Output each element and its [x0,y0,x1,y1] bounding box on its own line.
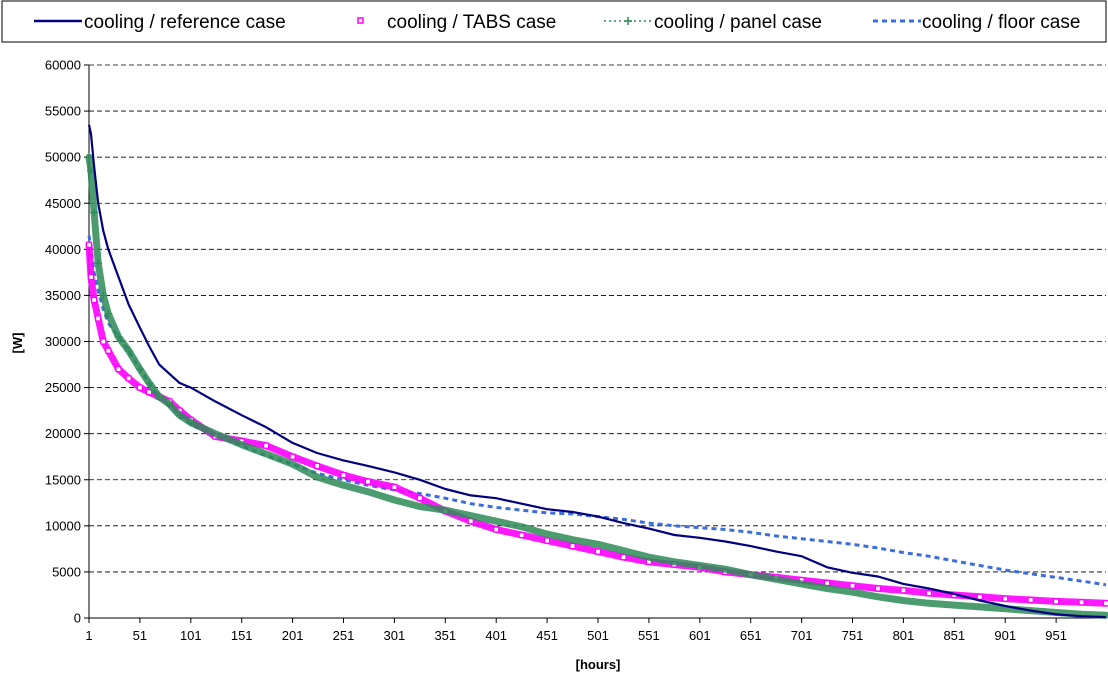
x-tick-label-4: 201 [282,628,304,643]
tabs-marker-17 [289,453,296,460]
panel-marker-4 [99,291,108,300]
x-tick-label-14: 701 [791,628,813,643]
x-tick-label-17: 851 [943,628,965,643]
tabs-marker-4 [100,338,107,345]
x-tick-label-15: 751 [842,628,864,643]
x-tick-label-3: 151 [231,628,253,643]
y-tick-label-5: 25000 [45,380,81,395]
tabs-marker-19 [340,472,347,479]
tabs-marker-48 [1078,599,1085,606]
legend-swatch-panel-marker [624,17,632,25]
tabs-marker-45 [1002,595,1009,602]
y-tick-label-3: 15000 [45,472,81,487]
tabs-marker-29 [594,548,602,555]
series-line-panel [85,153,1108,619]
tabs-marker-18 [313,462,321,470]
tabs-marker-3 [95,315,102,322]
tabs-marker-42 [925,590,932,597]
tabs-marker-5 [105,347,112,354]
tabs-marker-28 [569,543,576,550]
x-tick-label-6: 301 [384,628,406,643]
y-tick-label-4: 20000 [45,426,81,441]
legend: cooling / reference case cooling / TABS … [1,0,1107,43]
tabs-marker-47 [1053,598,1060,605]
panel-marker-2 [90,208,99,217]
y-tick-label-6: 30000 [45,334,81,349]
tabs-marker-49 [1102,600,1108,607]
tabs-marker-7 [125,375,132,382]
x-tick-label-11: 551 [638,628,660,643]
panel-marker-3 [94,259,103,268]
x-tick-label-12: 601 [689,628,711,643]
panel-marker-13 [186,418,195,427]
x-tick-labels: 1 51 101 151 201 251 301 351 401 451 501 551 601 651 7… [85,628,1067,643]
tabs-marker-2 [90,296,98,304]
y-tick-label-1: 5000 [52,564,81,579]
tabs-marker-1 [87,273,95,281]
panel-marker-7 [124,346,133,355]
x-tick-label-1: 51 [133,628,147,643]
x-tick-label-10: 501 [587,628,609,643]
x-tick-label-8: 401 [485,628,507,643]
legend-frame [1,0,1107,43]
x-tick-label-0: 1 [85,628,92,643]
x-tick-label-2: 101 [180,628,202,643]
tabs-marker-16 [263,442,270,449]
tabs-marker-44 [976,593,983,600]
legend-label-floor: cooling / floor case [922,12,1080,33]
x-tick-label-18: 901 [994,628,1016,643]
panel-marker-0 [85,153,93,162]
x-tick-label-5: 251 [333,628,355,643]
y-axis-label: [W] [10,333,25,354]
tabs-marker-46 [1027,596,1034,604]
x-tick-label-13: 651 [740,628,762,643]
tabs-marker-41 [900,587,907,594]
y-tick-label-10: 50000 [45,150,81,165]
tabs-marker-21 [391,484,398,491]
tabs-marker-20 [364,478,372,485]
y-tick-label-11: 55000 [45,104,81,119]
series-group [85,124,1108,619]
y-tick-label-12: 60000 [45,58,81,73]
y-tick-label-8: 40000 [45,242,81,257]
y-tick-label-0: 0 [74,611,81,626]
tabs-marker-27 [544,537,551,544]
tabs-marker-40 [874,585,882,592]
tabs-marker-26 [518,531,525,539]
legend-swatch-tabs [357,17,364,24]
series-line-floor [87,235,1107,587]
legend-label-reference: cooling / reference case [84,12,286,33]
panel-marker-11 [165,400,174,409]
tabs-marker-8 [136,384,144,391]
tabs-marker-6 [115,366,122,373]
gridlines [89,64,1106,573]
tabs-marker-25 [493,526,500,533]
tabs-marker-39 [849,582,856,589]
x-tick-label-7: 351 [434,628,456,643]
y-tick-labels: 0 5000 10000 15000 20000 25000 30000 35000 40000… [45,58,81,626]
panel-marker-9 [145,378,154,387]
tabs-marker-22 [416,495,423,502]
x-tick-label-19: 951 [1045,628,1067,643]
panel-marker-12 [175,411,184,420]
x-tick-label-9: 451 [536,628,558,643]
legend-label-panel: cooling / panel case [654,12,822,33]
x-axis-label: [hours] [576,657,621,672]
panel-marker-8 [135,365,144,374]
tabs-marker-30 [620,554,627,561]
y-tick-label-2: 10000 [45,518,81,533]
series-line-reference [87,124,1107,619]
legend-label-tabs: cooling / TABS case [387,12,556,33]
axes [84,64,1106,623]
x-tick-label-16: 801 [893,628,915,643]
panel-marker-5 [104,309,113,318]
panel-marker-6 [114,332,123,341]
y-tick-label-9: 45000 [45,196,81,211]
panel-marker-10 [155,392,164,401]
tabs-marker-0 [85,241,93,248]
y-tick-label-7: 35000 [45,288,81,303]
